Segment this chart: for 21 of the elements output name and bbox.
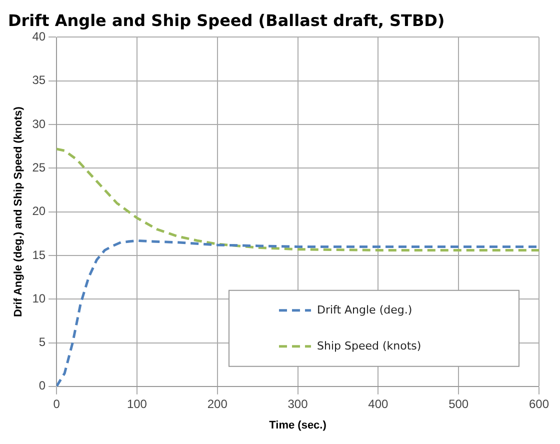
y-tick-label: 25 (32, 160, 46, 174)
x-tick-label: 300 (288, 396, 308, 411)
y-tick-label: 20 (32, 204, 46, 218)
y-tick-label: 0 (38, 378, 46, 393)
x-tick-label: 600 (528, 396, 550, 411)
y-tick-label: 15 (32, 248, 46, 262)
x-axis-title: Time (sec.) (269, 419, 327, 432)
x-tick-label: 200 (207, 396, 228, 411)
y-axis-title: Drif Angle (deg.) and Ship Speed (knots) (12, 106, 25, 318)
y-tick-label: 40 (32, 30, 46, 44)
x-tick-label: 0 (53, 396, 60, 411)
chart-title: Drift Angle and Ship Speed (Ballast draft, STBD) (8, 10, 445, 30)
legend-label: Ship Speed (knots) (316, 339, 422, 352)
y-tick-label: 5 (38, 335, 46, 350)
legend-label: Drift Angle (deg.) (316, 303, 412, 316)
x-tick-label: 500 (448, 396, 469, 411)
y-tick-label: 35 (32, 73, 46, 88)
x-tick-label: 400 (368, 396, 389, 411)
y-tick-label: 10 (32, 291, 46, 306)
x-tick-label: 100 (126, 396, 148, 411)
y-tick-label: 30 (32, 116, 46, 131)
